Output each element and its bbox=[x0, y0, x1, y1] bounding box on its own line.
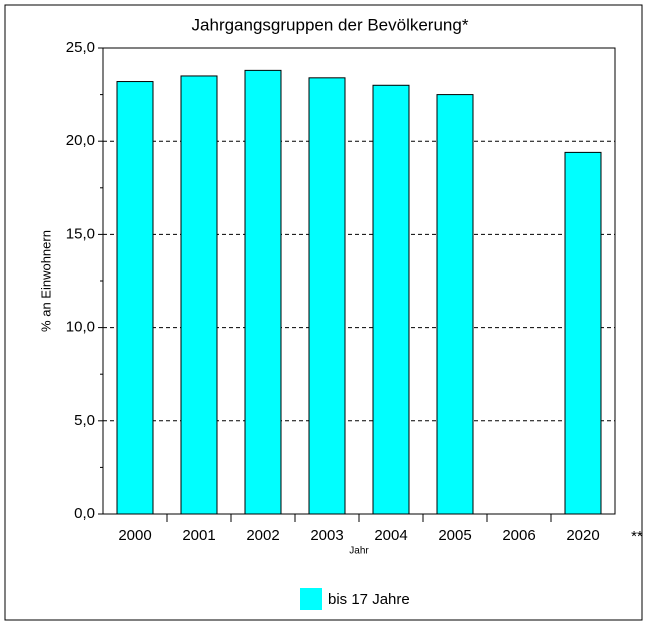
bar bbox=[436, 94, 474, 515]
chart-title: Jahrgangsgruppen der Bevölkerung* bbox=[192, 15, 469, 34]
x-axis-label: Jahr bbox=[349, 546, 369, 557]
y-tick-label: 0,0 bbox=[74, 505, 95, 522]
plot-frame bbox=[102, 47, 616, 515]
y-tick-label: 5,0 bbox=[74, 412, 95, 429]
x-tick-label: 2000 bbox=[118, 527, 151, 544]
x-tick-label: 2006 bbox=[502, 527, 535, 544]
bar bbox=[244, 69, 282, 515]
x-tick-label: 2001 bbox=[182, 527, 215, 544]
x-tick-label: 2020 bbox=[566, 527, 599, 544]
x-tick-label: 2002 bbox=[246, 527, 279, 544]
y-tick-label: 20,0 bbox=[66, 132, 95, 149]
bar bbox=[564, 151, 602, 515]
bar bbox=[180, 75, 218, 515]
y-axis-label: % an Einwohnern bbox=[38, 230, 53, 332]
legend-label: bis 17 Jahre bbox=[328, 591, 410, 608]
y-tick-label: 25,0 bbox=[66, 39, 95, 56]
y-tick-label: 15,0 bbox=[66, 225, 95, 242]
annotation: ** bbox=[631, 528, 643, 545]
x-tick-label: 2005 bbox=[438, 527, 471, 544]
bar bbox=[116, 81, 154, 515]
x-tick-label: 2003 bbox=[310, 527, 343, 544]
legend-swatch bbox=[300, 588, 322, 610]
x-tick-label: 2004 bbox=[374, 527, 407, 544]
y-tick-label: 10,0 bbox=[66, 319, 95, 336]
bar bbox=[372, 84, 410, 515]
bar bbox=[308, 77, 346, 515]
